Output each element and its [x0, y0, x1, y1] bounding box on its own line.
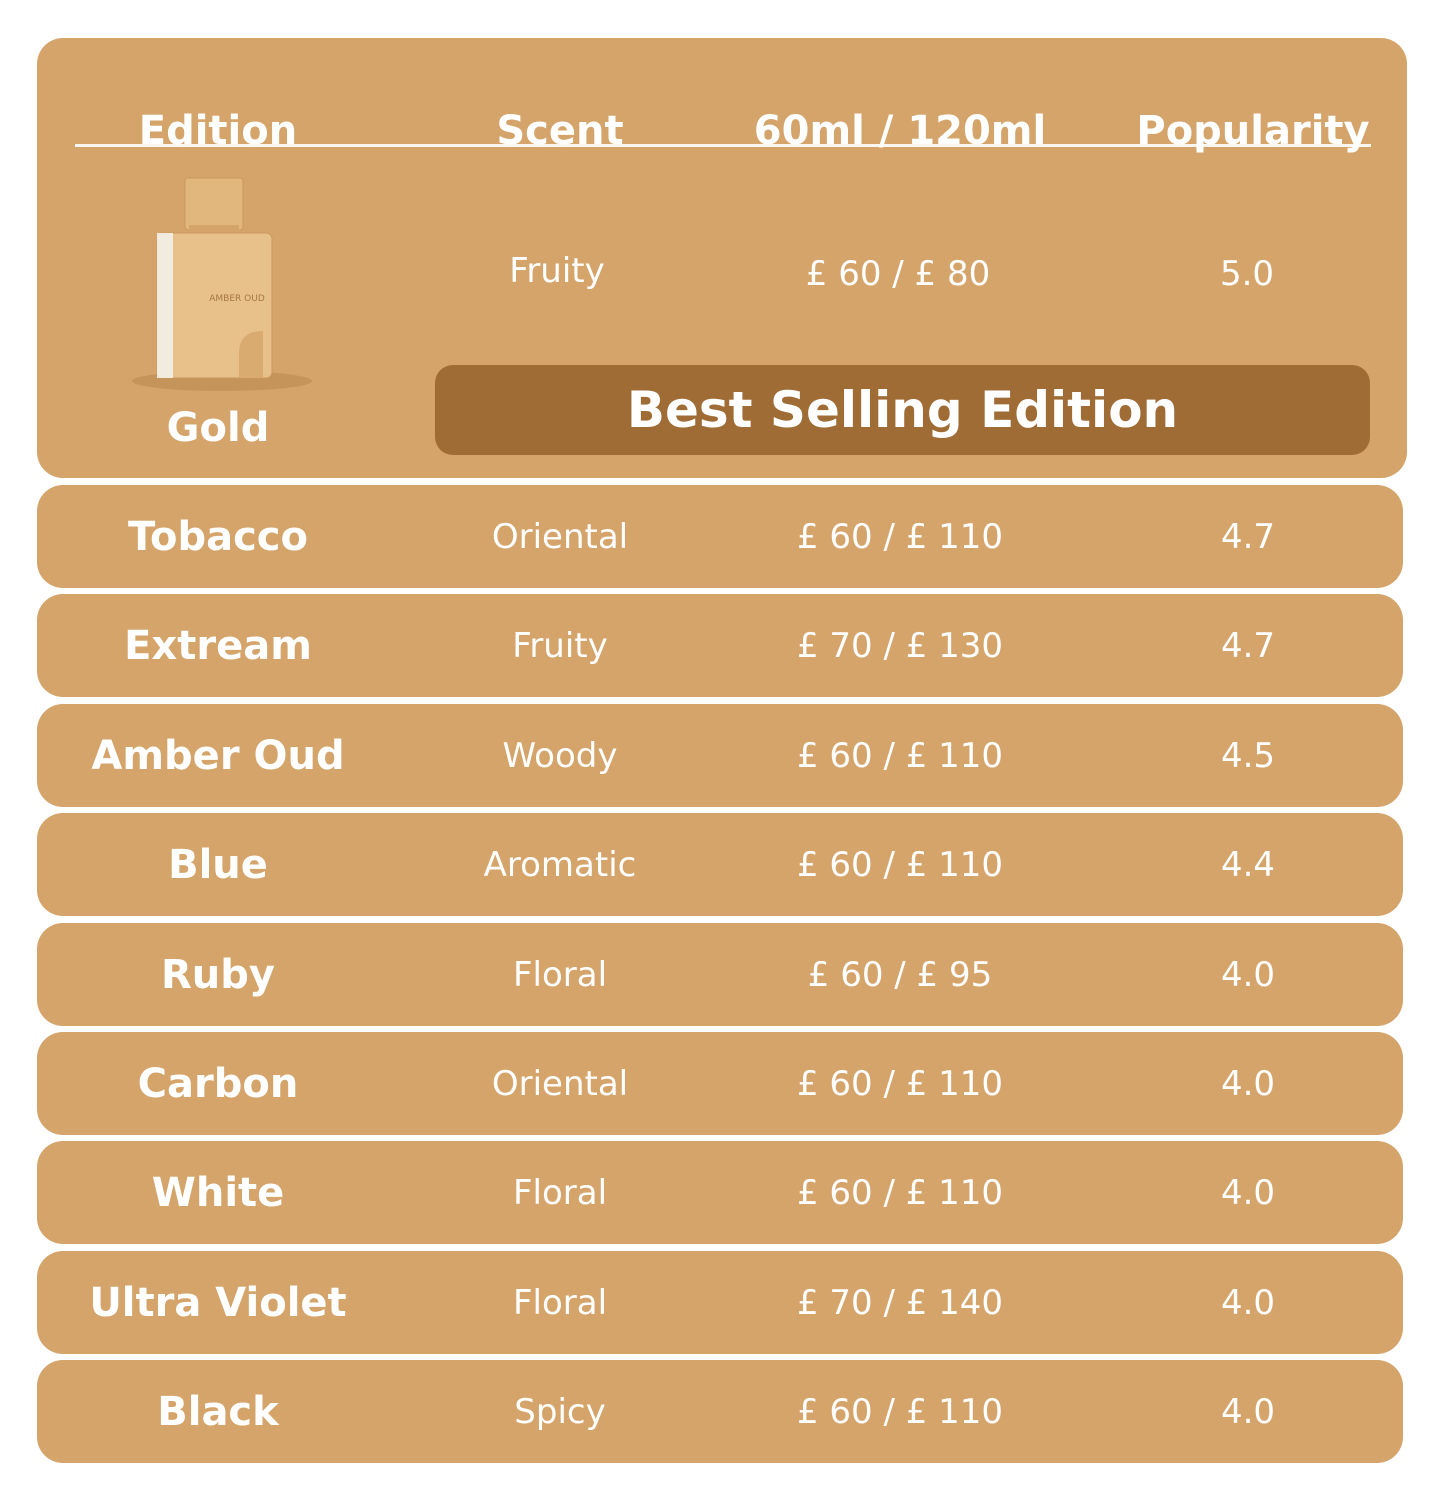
bottle-label: AMBER OUD: [209, 294, 265, 304]
row-edition: Ultra Violet: [89, 1279, 347, 1326]
row-popularity: 4.5: [1220, 735, 1276, 776]
row-edition: Carbon: [137, 1061, 299, 1107]
table-row: Carbon Oriental £ 60 / £ 110 4.0: [37, 1032, 1403, 1135]
row-popularity: 4.7: [1220, 626, 1276, 667]
row-scent: Floral: [512, 954, 608, 995]
header-scent: Scent: [496, 108, 624, 154]
row-scent: Oriental: [491, 517, 629, 557]
table-row: Blue Aromatic £ 60 / £ 110 4.4: [37, 813, 1403, 917]
row-price: £ 60 / £ 110: [796, 517, 1004, 557]
row-price: £ 60 / £ 110: [796, 1392, 1004, 1433]
row-scent: Fruity: [512, 626, 608, 667]
table-row: Ultra Violet Floral £ 70 / £ 140 4.0: [37, 1250, 1403, 1354]
header-size-price: 60ml / 120ml: [753, 108, 1047, 154]
row-popularity: 4.4: [1220, 845, 1276, 886]
table-row: Black Spicy £ 60 / £ 110 4.0: [37, 1360, 1403, 1464]
row-edition: Extream: [124, 623, 312, 670]
row-popularity: 4.0: [1220, 1173, 1276, 1214]
row-scent: Spicy: [514, 1392, 606, 1433]
header-divider: [75, 144, 1371, 147]
row-scent: Floral: [512, 1282, 608, 1323]
row-price: £ 60 / £ 110: [796, 1064, 1004, 1104]
header-edition: Edition: [138, 108, 298, 154]
row-edition: Amber Oud: [91, 732, 345, 779]
table-row: Tobacco Oriental £ 60 / £ 110 4.7: [37, 485, 1403, 588]
row-edition: Tobacco: [128, 514, 308, 560]
row-popularity: 4.7: [1220, 517, 1276, 557]
featured-card: Edition Scent 60ml / 120ml Popularity AM…: [37, 38, 1407, 478]
row-scent: Oriental: [491, 1064, 629, 1104]
row-popularity: 4.0: [1220, 1392, 1276, 1433]
table-row: White Floral £ 60 / £ 110 4.0: [37, 1141, 1403, 1245]
featured-scent: Fruity: [509, 251, 605, 291]
row-price: £ 60 / £ 95: [807, 954, 993, 995]
row-price: £ 60 / £ 110: [796, 735, 1004, 776]
featured-edition: Gold: [166, 405, 270, 451]
row-edition: White: [151, 1170, 285, 1217]
row-scent: Floral: [512, 1173, 608, 1214]
perfume-bottle-image: AMBER OUD: [132, 177, 312, 391]
featured-price: £ 60 / £ 80: [805, 254, 991, 294]
row-edition: Black: [157, 1389, 279, 1436]
row-scent: Aromatic: [483, 845, 637, 886]
featured-popularity: 5.0: [1219, 254, 1275, 294]
row-edition: Blue: [168, 842, 268, 889]
row-popularity: 4.0: [1220, 954, 1276, 995]
row-price: £ 60 / £ 110: [796, 845, 1004, 886]
table-row: Extream Fruity £ 70 / £ 130 4.7: [37, 594, 1403, 698]
row-scent: Woody: [502, 735, 618, 776]
table-row: Amber Oud Woody £ 60 / £ 110 4.5: [37, 703, 1403, 807]
table-row: Ruby Floral £ 60 / £ 95 4.0: [37, 922, 1403, 1026]
best-selling-badge: Best Selling Edition: [435, 365, 1370, 455]
row-price: £ 70 / £ 140: [796, 1282, 1004, 1323]
row-popularity: 4.0: [1220, 1064, 1276, 1104]
row-edition: Ruby: [161, 951, 275, 998]
row-price: £ 60 / £ 110: [796, 1173, 1004, 1214]
header-popularity: Popularity: [1136, 108, 1370, 154]
row-price: £ 70 / £ 130: [796, 626, 1004, 667]
row-popularity: 4.0: [1220, 1282, 1276, 1323]
